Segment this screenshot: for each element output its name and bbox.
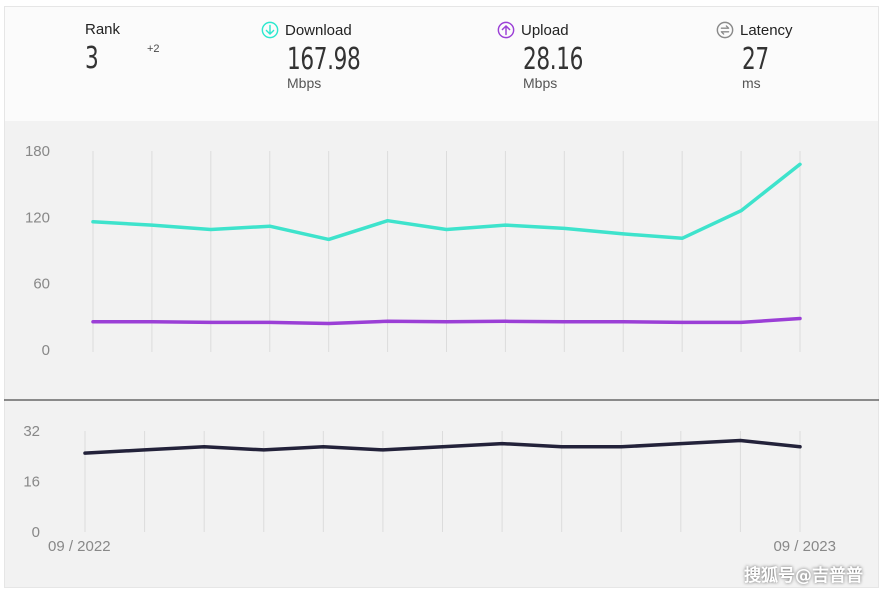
latency-arrows-icon — [716, 21, 734, 39]
rank-stat: Rank 3 — [85, 21, 120, 76]
latency-value: 27 — [742, 42, 769, 77]
download-line — [91, 162, 802, 242]
chart2-y-tick-label: 16 — [23, 474, 40, 491]
stats-bar: Rank 3 +2 Download 167.98 Mbps Upload — [5, 7, 878, 121]
watermark-text: 搜狐号@吉普普 — [744, 566, 863, 586]
upload-line — [91, 316, 802, 326]
latency-line — [83, 438, 802, 455]
upload-unit: Mbps — [523, 75, 558, 91]
chart2-y-tick-label: 0 — [32, 524, 40, 541]
download-unit: Mbps — [287, 75, 322, 91]
latency-unit: ms — [742, 75, 761, 91]
chart1-y-tick-label: 60 — [33, 276, 50, 293]
chart1-y-tick-label: 120 — [25, 209, 50, 226]
download-value: 167.98 — [287, 42, 361, 77]
upload-arrow-icon — [497, 21, 515, 39]
download-stat: Download 167.98 Mbps — [261, 21, 389, 91]
x-tick-label-start: 09 / 2022 — [48, 538, 111, 555]
rank-change: +2 — [147, 43, 160, 55]
latency-label: Latency — [740, 21, 793, 39]
rank-value: 3 — [85, 41, 99, 76]
upload-label: Upload — [521, 21, 569, 39]
download-arrow-icon — [261, 21, 279, 39]
download-label: Download — [285, 21, 352, 39]
upload-stat: Upload 28.16 Mbps — [497, 21, 606, 91]
chart1-y-tick-label: 180 — [25, 143, 50, 160]
speed-card: Rank 3 +2 Download 167.98 Mbps Upload — [4, 6, 879, 588]
latency-stat: Latency 27 ms — [716, 21, 793, 91]
chart2-y-tick-label: 32 — [23, 423, 40, 440]
upload-value: 28.16 — [523, 42, 584, 77]
chart1-y-tick-label: 0 — [42, 342, 50, 359]
x-tick-label-end: 09 / 2023 — [773, 538, 836, 555]
rank-label: Rank — [85, 21, 121, 38]
